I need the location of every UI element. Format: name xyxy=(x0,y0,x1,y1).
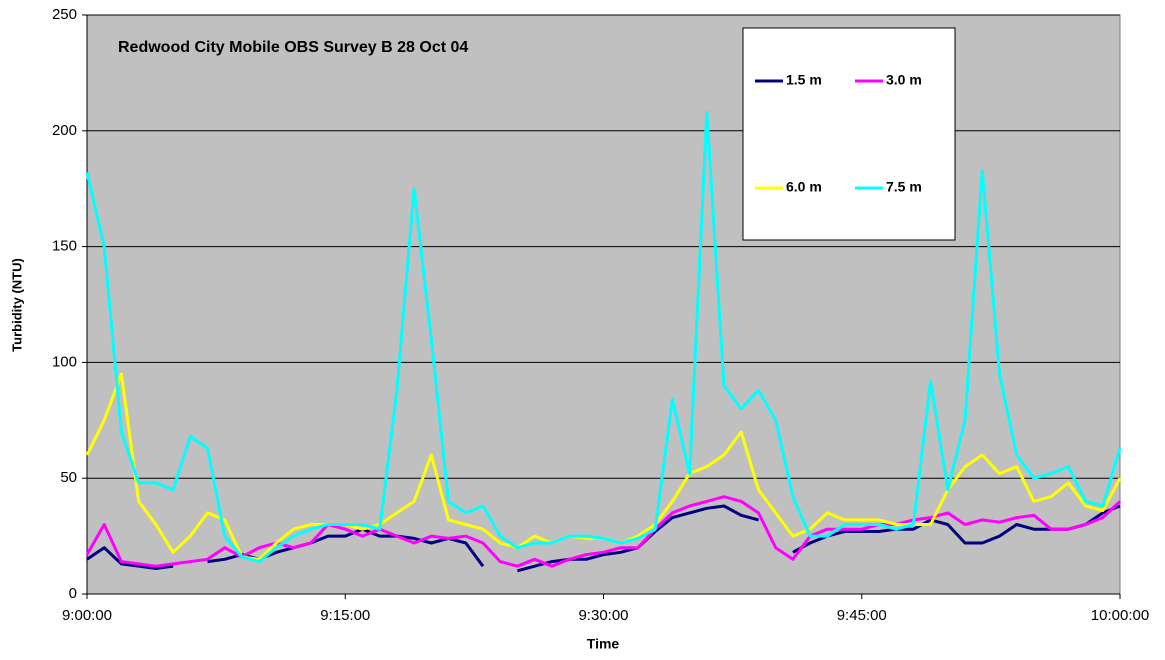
y-tick-label: 250 xyxy=(52,6,77,23)
x-tick-label: 9:45:00 xyxy=(837,607,887,624)
grid xyxy=(82,14,1121,599)
legend xyxy=(742,27,956,241)
lines xyxy=(85,110,1122,573)
legend-label: 6.0 m xyxy=(786,179,822,195)
y-tick-label: 100 xyxy=(52,353,77,370)
legend-label: 1.5 m xyxy=(786,72,822,88)
y-tick-label: 50 xyxy=(60,469,77,486)
legend-label: 7.5 m xyxy=(886,179,922,195)
series-line xyxy=(85,495,1122,568)
chart-title: Redwood City Mobile OBS Survey B 28 Oct … xyxy=(118,39,468,56)
y-axis-label: Turbidity (NTU) xyxy=(9,258,24,352)
series-line xyxy=(85,110,1122,564)
x-tick-label: 9:00:00 xyxy=(62,607,112,624)
y-tick-label: 150 xyxy=(52,238,77,255)
x-tick-label: 10:00:00 xyxy=(1091,607,1149,624)
plot-area xyxy=(86,14,1121,595)
x-tick-label: 9:30:00 xyxy=(578,607,628,624)
legend-items: 1.5 m 3.0 m 6.0 m 7.5 m xyxy=(755,72,922,195)
x-axis-label: Time xyxy=(587,636,620,652)
x-tick-label: 9:15:00 xyxy=(320,607,370,624)
legend-label: 3.0 m xyxy=(886,72,922,88)
y-tick-label: 0 xyxy=(69,585,77,602)
y-tick-label: 200 xyxy=(52,122,77,139)
series-line xyxy=(86,504,1121,573)
